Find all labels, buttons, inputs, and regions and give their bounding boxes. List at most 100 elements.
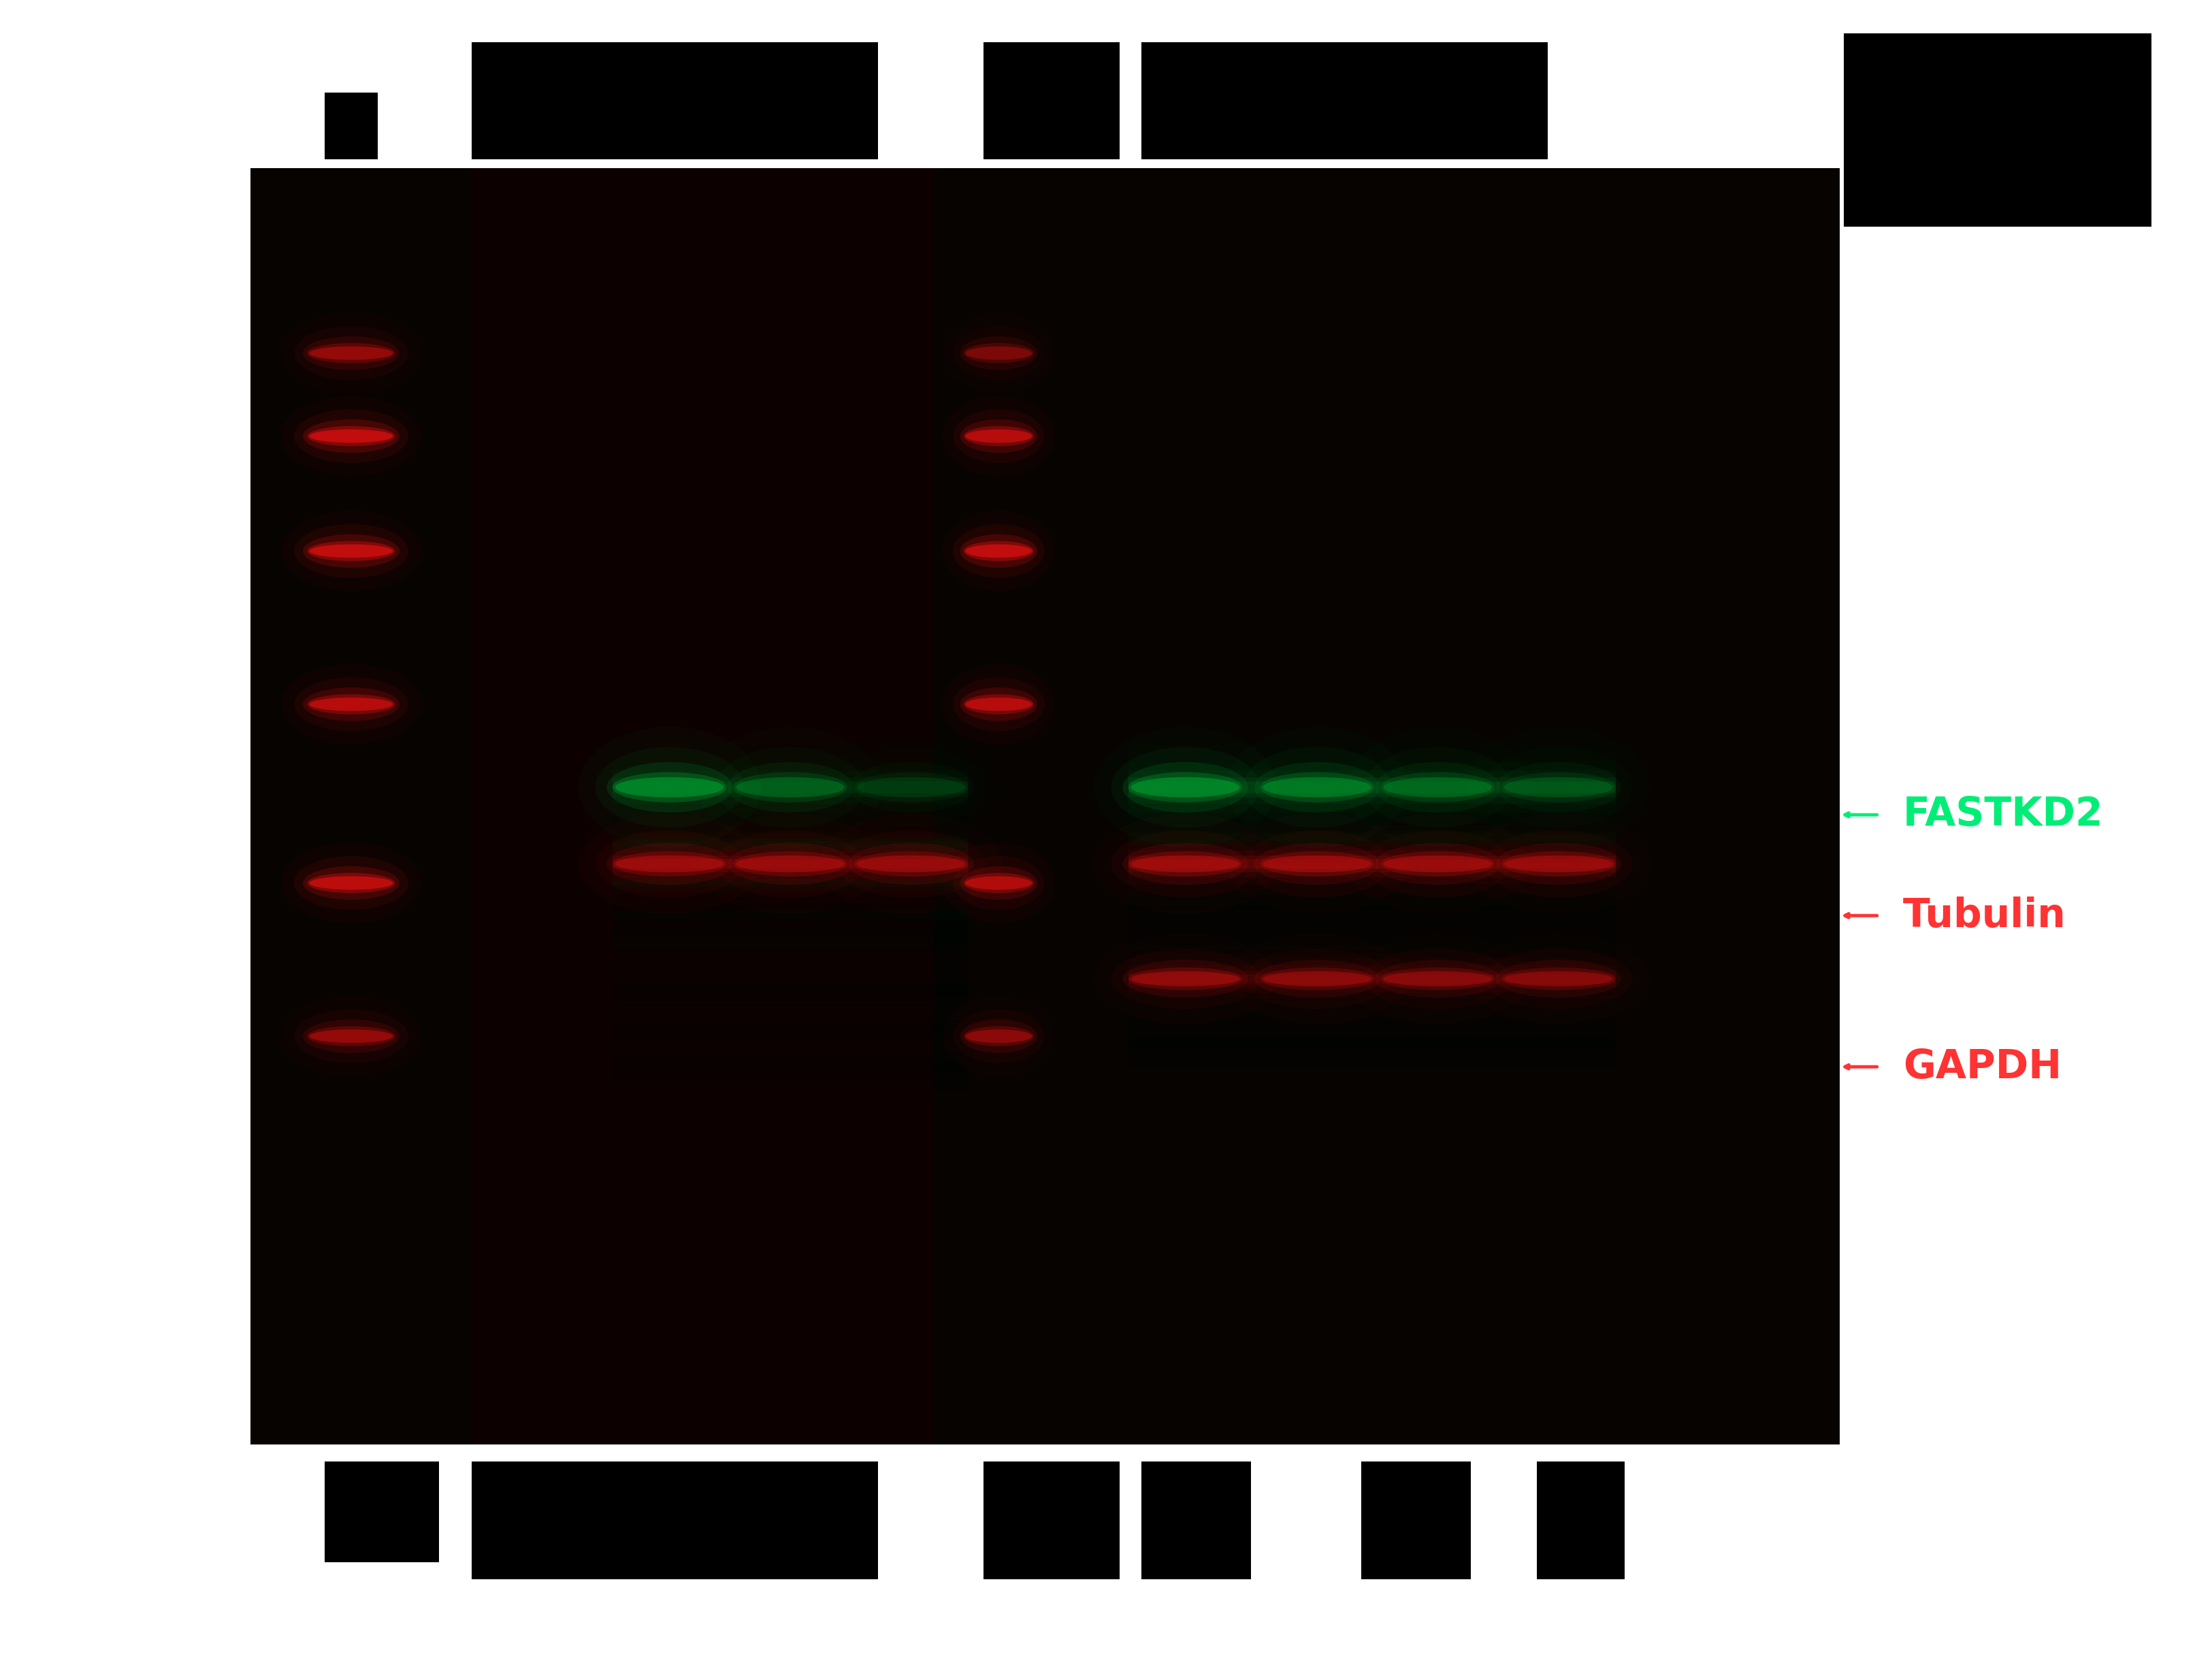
Ellipse shape [309, 877, 393, 890]
Ellipse shape [1501, 968, 1616, 990]
Ellipse shape [307, 427, 395, 447]
Ellipse shape [966, 544, 1032, 558]
Ellipse shape [595, 830, 744, 897]
Bar [612, 897, 968, 932]
Bar [1128, 959, 1616, 1000]
Bar [612, 1026, 968, 1033]
Ellipse shape [1381, 852, 1495, 877]
Bar [612, 911, 968, 969]
Ellipse shape [1495, 763, 1622, 813]
Bar [1128, 843, 1616, 884]
Bar [1128, 778, 1616, 798]
Bar [1128, 946, 1616, 1013]
Bar [612, 840, 968, 848]
Bar [1128, 988, 1616, 995]
Ellipse shape [1260, 852, 1374, 877]
Bar [1844, 34, 2151, 227]
Ellipse shape [727, 843, 854, 885]
Ellipse shape [1122, 959, 1249, 998]
Bar [612, 1053, 968, 1084]
Bar [1128, 1038, 1616, 1047]
Bar [1128, 853, 1616, 889]
Bar [1128, 835, 1616, 842]
Ellipse shape [309, 1030, 393, 1043]
Bar [612, 922, 968, 958]
Bar [612, 1015, 968, 1045]
Bar [612, 966, 968, 1016]
Ellipse shape [964, 541, 1034, 561]
Bar [612, 746, 968, 830]
Bar [983, 1462, 1119, 1579]
Bar [1128, 944, 1616, 951]
Ellipse shape [1130, 855, 1240, 872]
Ellipse shape [303, 687, 399, 721]
Bar [1128, 1033, 1616, 1053]
Bar [612, 1023, 968, 1037]
Ellipse shape [615, 778, 724, 798]
Bar [472, 168, 933, 1445]
Bar [612, 885, 968, 944]
Ellipse shape [964, 874, 1034, 894]
Bar [612, 838, 968, 852]
Bar [612, 986, 968, 998]
Ellipse shape [612, 852, 727, 877]
Ellipse shape [294, 410, 408, 464]
Bar [1128, 746, 1616, 830]
Ellipse shape [1253, 959, 1381, 998]
Bar [1128, 867, 1616, 874]
Bar [1128, 832, 1616, 845]
Bar [612, 1058, 968, 1079]
Bar [1128, 827, 1616, 850]
Bar [1128, 858, 1616, 869]
Bar [612, 763, 968, 813]
Ellipse shape [856, 855, 966, 872]
Bar [612, 833, 968, 857]
Ellipse shape [953, 524, 1045, 578]
Ellipse shape [727, 763, 854, 813]
Bar [1128, 808, 1616, 867]
Ellipse shape [1495, 843, 1622, 885]
Ellipse shape [303, 1020, 399, 1053]
Bar [612, 872, 968, 895]
Ellipse shape [1128, 968, 1242, 990]
Ellipse shape [303, 534, 399, 568]
Bar [472, 1462, 878, 1579]
Ellipse shape [964, 1026, 1034, 1047]
Ellipse shape [964, 694, 1034, 714]
Bar [1128, 981, 1616, 1001]
Bar [1128, 922, 1616, 973]
Ellipse shape [966, 346, 1032, 360]
Ellipse shape [1262, 855, 1372, 872]
Ellipse shape [595, 748, 744, 828]
Ellipse shape [1128, 852, 1242, 877]
Ellipse shape [294, 1010, 408, 1063]
Ellipse shape [733, 773, 847, 803]
Ellipse shape [1111, 748, 1260, 828]
Ellipse shape [735, 778, 845, 798]
Ellipse shape [1504, 855, 1613, 872]
Ellipse shape [309, 697, 393, 711]
Bar [1361, 1462, 1471, 1579]
Bar [612, 981, 968, 1001]
Ellipse shape [309, 430, 393, 444]
Ellipse shape [716, 830, 865, 897]
Ellipse shape [1253, 843, 1381, 885]
Bar [612, 875, 968, 890]
Ellipse shape [856, 778, 966, 798]
Bar [1128, 976, 1616, 1006]
Ellipse shape [1501, 773, 1616, 803]
Ellipse shape [1383, 778, 1493, 798]
Ellipse shape [1260, 968, 1374, 990]
Bar [1128, 971, 1616, 986]
Ellipse shape [307, 694, 395, 714]
Bar [1128, 899, 1616, 906]
Bar [1128, 822, 1616, 857]
Bar [612, 1062, 968, 1074]
Bar [612, 855, 968, 872]
Bar [612, 904, 968, 927]
Ellipse shape [294, 677, 408, 731]
Text: GAPDH: GAPDH [1903, 1047, 2061, 1087]
Bar [1141, 42, 1547, 160]
Ellipse shape [836, 830, 986, 897]
Ellipse shape [964, 343, 1034, 363]
